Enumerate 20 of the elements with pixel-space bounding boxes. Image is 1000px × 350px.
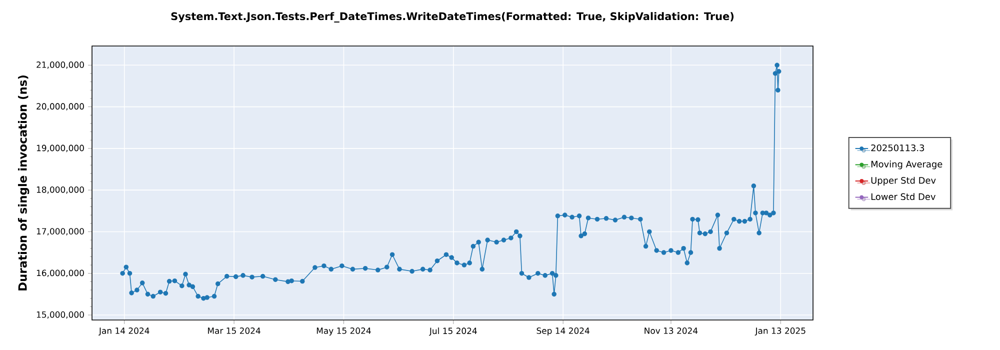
- x-tick-label: Nov 13 2024: [644, 328, 698, 334]
- y-axis-title: Duration of single invocation (ns): [18, 76, 30, 290]
- legend-label: Upper Std Dev: [871, 176, 936, 186]
- legend-label: 20250113.3: [871, 144, 924, 152]
- chart-title: System.Text.Json.Tests.Perf_DateTimes.WriteDateTimes(Formatted: True, SkipValidation: True): [171, 12, 734, 23]
- y-tick-label: 20,000,000: [36, 103, 84, 110]
- legend-label: Moving Average: [871, 160, 942, 170]
- y-tick-label: 16,000,000: [36, 270, 84, 277]
- x-tick-label: Jul 15 2024: [429, 328, 477, 336]
- y-tick-label: 15,000,000: [36, 311, 84, 319]
- x-tick-label: Jan 14 2024: [98, 328, 150, 336]
- y-tick-label: 17,000,000: [36, 228, 84, 236]
- legend-label: Lower Std Dev: [871, 193, 936, 200]
- x-tick-label: Jan 13 2025: [754, 328, 806, 336]
- x-tick-label: Sep 14 2024: [536, 328, 590, 336]
- y-tick-label: 18,000,000: [36, 186, 84, 194]
- x-tick-label: Mar 15 2024: [208, 328, 260, 334]
- y-tick-label: 19,000,000: [36, 144, 84, 152]
- y-tick-label: 21,000,000: [36, 62, 84, 69]
- x-tick-label: May 15 2024: [316, 328, 371, 336]
